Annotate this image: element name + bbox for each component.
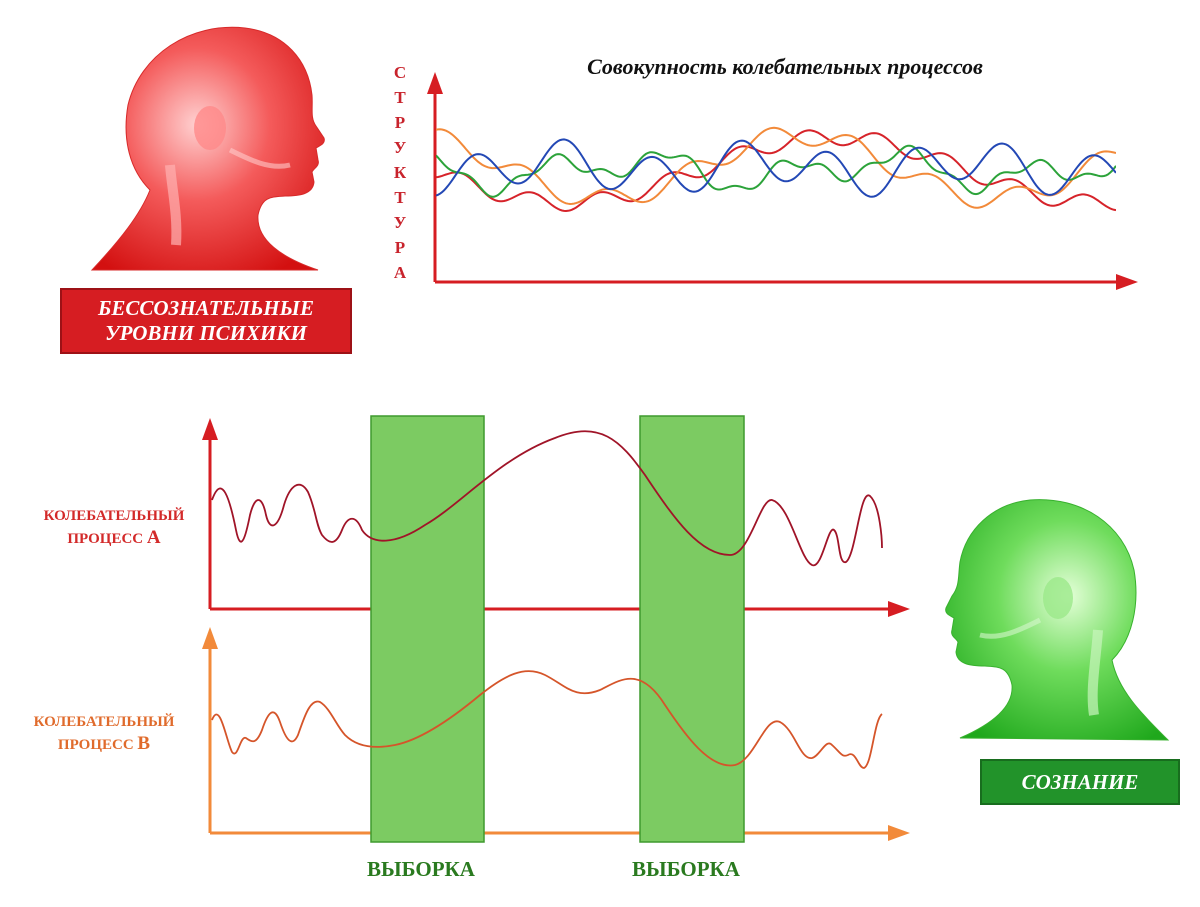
process-b-prefix: ПРОЦЕСС	[57, 737, 138, 753]
top-waves	[436, 126, 1116, 213]
unconscious-label-line1: БЕССОЗНАТЕЛЬНЫЕ	[98, 296, 314, 320]
process-b-y-arrow	[202, 627, 218, 649]
conscious-head-icon	[945, 499, 1170, 741]
process-a-label: КОЛЕБАТЕЛЬНЫЙ ПРОЦЕСС А	[14, 506, 214, 550]
process-a-axes	[202, 418, 910, 617]
process-b-x-arrow	[888, 825, 910, 841]
y-axis-letter: У	[393, 138, 407, 157]
process-a-wave	[211, 430, 883, 566]
wave-green	[436, 144, 1116, 198]
wave-red	[436, 129, 1116, 213]
unconscious-label-line2: УРОВНИ ПСИХИКИ	[105, 321, 307, 345]
sample-window-2	[639, 415, 745, 843]
sample-label-1: ВЫБОРКА	[367, 857, 475, 881]
conscious-label: СОЗНАНИЕ	[980, 759, 1180, 805]
process-a-prefix: ПРОЦЕСС	[67, 531, 147, 547]
process-b-label: КОЛЕБАТЕЛЬНЫЙ ПРОЦЕСС В	[4, 712, 204, 756]
y-axis-letter: Т	[394, 88, 406, 107]
unconscious-head-icon	[90, 26, 325, 271]
process-b-axes	[202, 627, 910, 841]
y-axis-letter: А	[393, 263, 407, 282]
process-a-y-arrow	[202, 418, 218, 440]
sample-label-2: ВЫБОРКА	[632, 857, 740, 881]
wave-orange	[436, 126, 1116, 209]
process-b-letter: В	[137, 733, 151, 754]
y-axis-letter: С	[393, 63, 407, 82]
process-a-line1: КОЛЕБАТЕЛЬНЫЙ	[43, 508, 185, 524]
y-axis-letter: Т	[394, 188, 406, 207]
process-a-letter: А	[146, 527, 161, 548]
y-axis-arrow	[427, 72, 443, 94]
chart-title: Совокупность колебательных процессов	[587, 54, 983, 79]
top-chart-axes	[427, 72, 1138, 290]
y-axis-letter: У	[393, 213, 407, 232]
y-axis-letter: Р	[394, 238, 406, 257]
wave-blue	[436, 138, 1116, 198]
y-axis-letter: К	[393, 163, 407, 182]
y-axis-letter: Р	[394, 113, 406, 132]
process-b-wave	[211, 670, 883, 769]
unconscious-label: БЕССОЗНАТЕЛЬНЫЕ УРОВНИ ПСИХИКИ	[60, 288, 352, 354]
x-axis-arrow	[1116, 274, 1138, 290]
process-a-x-arrow	[888, 601, 910, 617]
process-b-line1: КОЛЕБАТЕЛЬНЫЙ	[33, 714, 175, 730]
sample-window-1	[370, 415, 485, 843]
